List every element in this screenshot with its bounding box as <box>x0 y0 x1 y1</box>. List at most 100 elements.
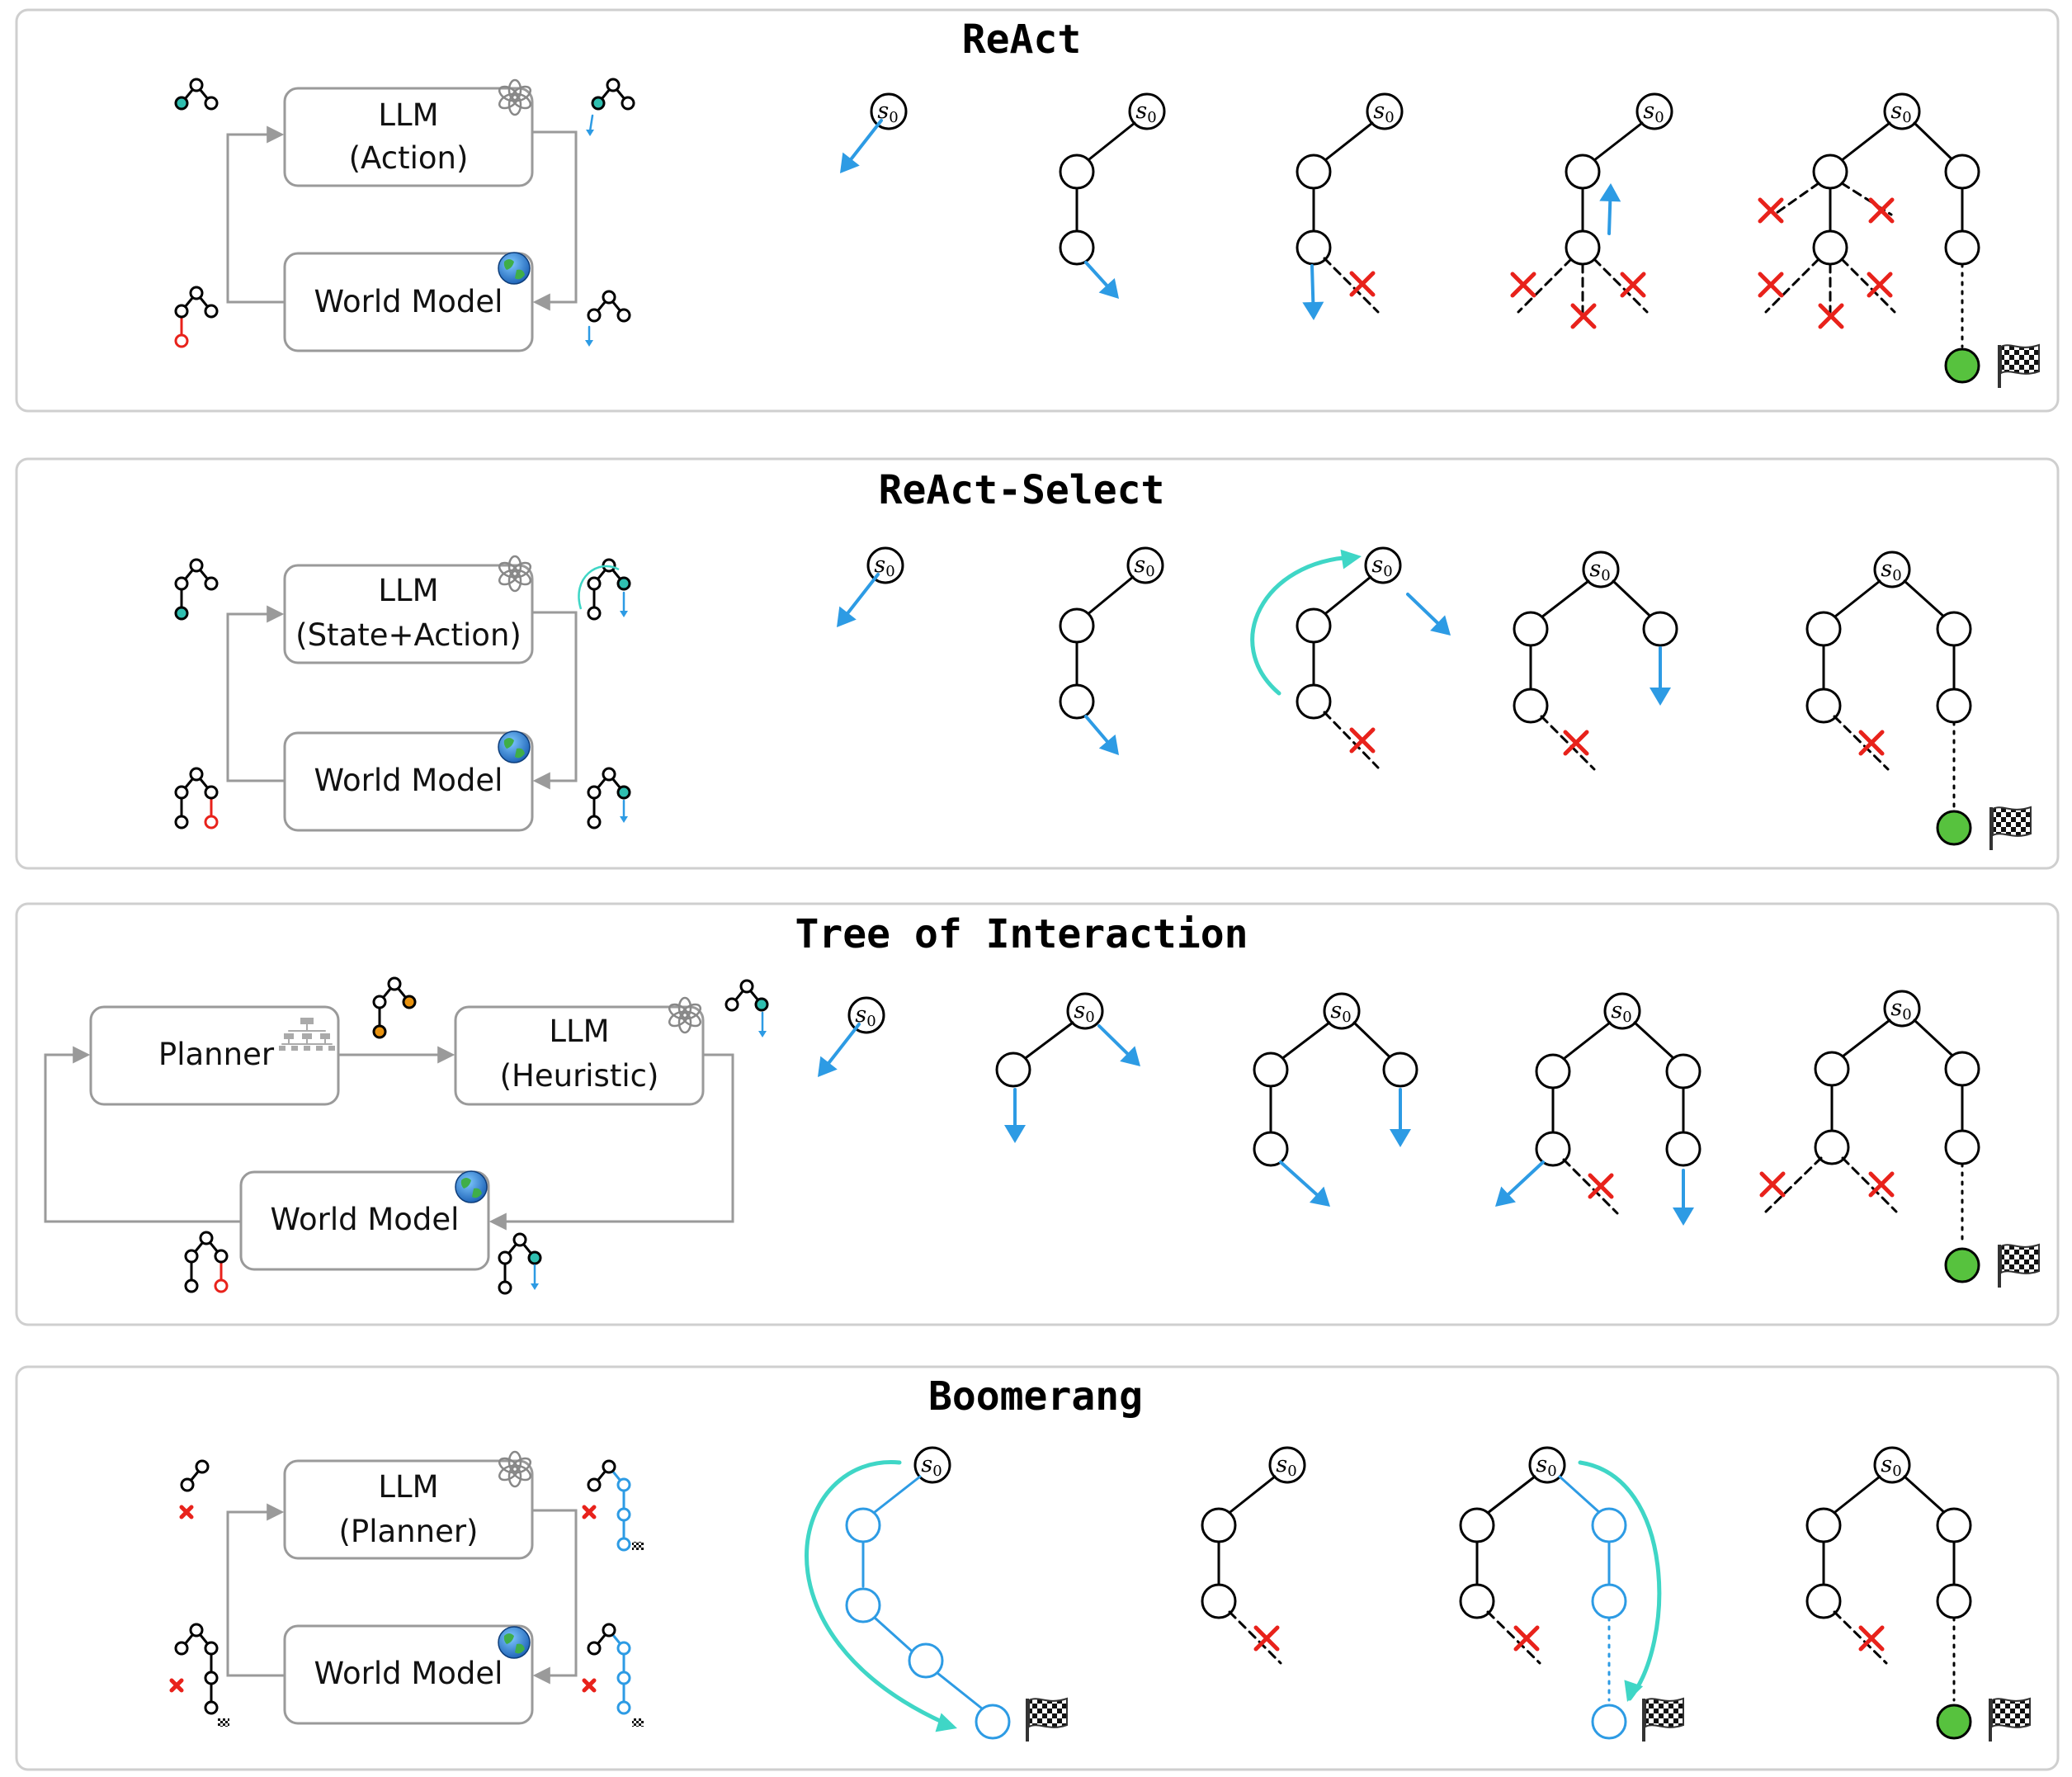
org-box <box>284 1033 294 1039</box>
mini-node <box>214 1249 229 1264</box>
arrow-head <box>1673 1208 1694 1226</box>
arrow-head <box>1309 1186 1330 1207</box>
flag-cloth <box>2000 1243 2040 1274</box>
tree-edge <box>1772 182 1820 216</box>
arrow-head <box>585 340 593 347</box>
mini-tree-icon <box>498 1232 542 1295</box>
root-node <box>913 1446 951 1484</box>
arrow-shaft <box>1310 264 1315 305</box>
mini-tree-icon <box>724 979 769 1012</box>
tree-edge <box>936 1671 984 1710</box>
tree-node <box>1805 1583 1842 1619</box>
arrow-head <box>1650 688 1671 706</box>
mini-tree-icon <box>587 767 631 829</box>
mini-node <box>174 576 189 591</box>
mini-tree-icon <box>184 1231 229 1293</box>
mini-node <box>372 995 387 1009</box>
globe-sphere <box>498 730 531 763</box>
mini-node <box>204 1641 219 1656</box>
arrow-shaft <box>1084 715 1109 744</box>
tree-node <box>1565 154 1601 190</box>
mini-node <box>591 96 606 111</box>
blue-arrow-icon <box>818 1023 861 1077</box>
tree-node <box>1944 1051 1980 1087</box>
root-node <box>1364 546 1402 584</box>
goal-node <box>1944 1247 1980 1283</box>
llm-block-title: LLM <box>378 97 438 133</box>
openai-logo-icon <box>498 555 532 593</box>
tree-node <box>1665 1131 1701 1167</box>
tree-node <box>1059 229 1095 266</box>
tree-edge <box>1486 1610 1541 1665</box>
tree-node <box>1253 1052 1289 1088</box>
checkered-flag-icon <box>1989 806 2032 850</box>
tree-node <box>1513 611 1549 647</box>
tree-edge <box>1517 258 1573 314</box>
root-node <box>1873 551 1911 588</box>
arrow-head <box>758 1031 767 1037</box>
globe-sphere <box>498 1626 531 1659</box>
curved-arrow-path <box>1250 555 1356 696</box>
mini-node <box>724 997 739 1012</box>
red-x-stroke <box>1563 730 1589 756</box>
globe-land <box>460 1178 482 1198</box>
tree-node <box>1296 607 1332 644</box>
mini-node <box>174 333 189 348</box>
blue-arrow-icon <box>1097 1024 1140 1066</box>
checkered-flag-icon <box>1998 343 2040 388</box>
arrow-head <box>620 816 628 823</box>
globe-icon <box>498 1626 531 1659</box>
mini-node <box>602 1623 616 1638</box>
panel-title-react: ReAct <box>962 17 1082 63</box>
mini-node <box>204 96 219 111</box>
plan-node <box>975 1704 1011 1740</box>
tree-node <box>1936 688 1972 724</box>
arrow-head <box>1430 615 1451 636</box>
tree-edge <box>1833 715 1890 771</box>
root-node <box>1528 1446 1566 1484</box>
tree-node <box>1296 229 1332 266</box>
globe-icon <box>498 252 531 285</box>
mini-node <box>174 1641 189 1656</box>
mini-tree-icon <box>174 1623 219 1715</box>
red-x-stroke <box>1858 730 1885 756</box>
tree-node <box>1253 1131 1289 1167</box>
tree-of-interaction-loop-diagram: Planner LLM (Heuristic) World Model <box>44 1005 734 1271</box>
mini-tree-icon <box>587 290 631 323</box>
red-x-icon <box>1758 272 1784 298</box>
blue-arrow-icon <box>586 114 594 136</box>
globe-land <box>503 1633 525 1654</box>
tree-node <box>1944 229 1980 266</box>
checkered-flag-icon <box>632 1542 644 1550</box>
arrow-shaft <box>1279 1160 1319 1197</box>
tree-node <box>1936 611 1972 647</box>
openai-petal <box>498 561 519 579</box>
checkered-flag-icon <box>1642 1697 1684 1742</box>
mini-node <box>587 1641 602 1656</box>
llm-block-subtitle: (Action) <box>349 140 469 176</box>
red-x-stroke <box>582 1505 597 1519</box>
plan-node <box>1591 1507 1627 1543</box>
blue-arrow-icon <box>758 1011 767 1037</box>
mini-node <box>587 308 602 323</box>
openai-petal <box>668 1003 689 1020</box>
mini-node <box>174 815 189 829</box>
red-x-icon <box>1858 1625 1885 1652</box>
arrow-shaft <box>846 573 880 615</box>
blue-arrow-icon <box>620 799 628 823</box>
llm-block-subtitle: (State+Action) <box>295 617 522 653</box>
blue-arrow-icon <box>1004 1088 1026 1143</box>
mini-node <box>199 1231 214 1245</box>
red-x-icon <box>169 1678 184 1693</box>
red-x-stroke <box>1858 1625 1885 1652</box>
tree-node <box>1382 1052 1418 1088</box>
arrow-shaft <box>1406 593 1440 625</box>
llm-block <box>283 87 534 187</box>
tree-edge <box>1323 711 1380 769</box>
globe-land <box>503 259 525 280</box>
llm-block-title: LLM <box>378 1469 438 1505</box>
goal-node <box>1936 1704 1972 1740</box>
globe-sphere <box>455 1170 488 1203</box>
red-x-icon <box>582 1678 597 1693</box>
org-chart-icon <box>279 1018 335 1051</box>
